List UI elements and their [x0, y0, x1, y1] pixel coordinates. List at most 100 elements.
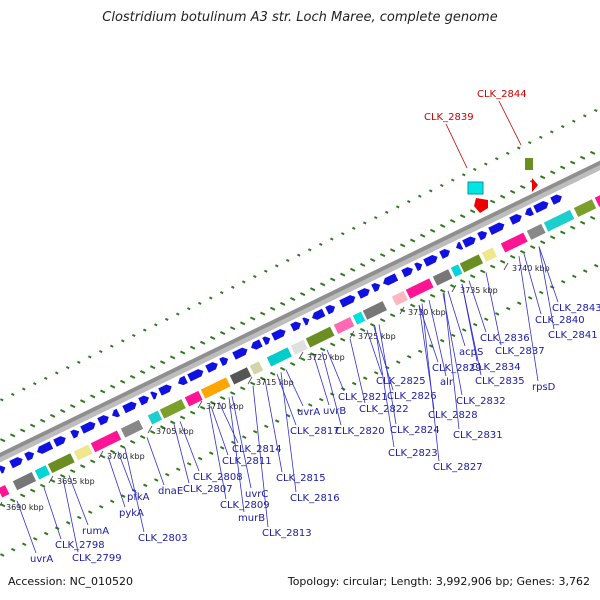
dot-mark — [469, 209, 476, 214]
gene-leader-line — [523, 253, 542, 315]
dot-mark — [561, 124, 565, 129]
gene-leader-line — [461, 283, 482, 376]
gene-leader-line — [447, 290, 466, 347]
dot-mark — [220, 446, 225, 450]
dot-mark — [594, 108, 598, 113]
dot-mark — [98, 349, 103, 354]
gene-leader-line — [443, 292, 460, 430]
dot-mark — [580, 155, 586, 160]
dot-mark — [252, 429, 258, 434]
dot-mark — [149, 365, 156, 370]
dot-mark — [229, 326, 236, 331]
gene-block — [333, 316, 355, 334]
dot-mark — [250, 316, 256, 321]
gene-leader-line — [62, 478, 79, 553]
gene-label: dnaE — [158, 486, 183, 497]
dot-mark — [208, 451, 214, 455]
kbp-tick-mark — [298, 351, 304, 360]
dot-mark — [54, 371, 59, 375]
gene-arrow — [339, 295, 356, 308]
dot-mark — [165, 472, 170, 477]
dot-mark — [583, 269, 588, 273]
dot-mark — [110, 384, 116, 389]
dot-mark — [198, 301, 202, 305]
dot-mark — [132, 333, 136, 338]
gene-label: pfkA — [127, 492, 150, 503]
kbp-tick-label: 3700 kbp — [107, 452, 145, 461]
gene-label: CLK_2798 — [55, 540, 105, 551]
dot-mark — [99, 389, 106, 394]
dot-mark — [0, 438, 6, 443]
dot-mark — [389, 313, 396, 318]
dot-mark — [10, 433, 16, 438]
gene-arrow — [112, 408, 121, 418]
gene-label: CLK_2803 — [138, 533, 188, 544]
dot-mark — [190, 345, 196, 350]
dot-mark — [590, 150, 596, 155]
gene-track-lower — [0, 192, 600, 498]
dot-mark — [199, 340, 206, 345]
gene-arrow — [70, 429, 80, 439]
dot-mark — [570, 225, 576, 230]
dot-mark — [349, 267, 356, 272]
dot-mark — [460, 279, 466, 284]
dot-mark — [418, 349, 423, 354]
dot-mark — [374, 371, 379, 375]
kbp-tick-label: 3710 kbp — [206, 402, 244, 411]
gene-leader-line — [146, 437, 165, 486]
dot-mark — [0, 398, 4, 402]
dot-mark — [286, 258, 290, 263]
gene-leader-line — [43, 487, 62, 540]
accession-text: Accession: NC_010520 — [8, 575, 134, 588]
dot-mark — [396, 205, 400, 209]
highlighted-genes: CLK_2839 CLK_2844 — [424, 89, 538, 213]
dot-mark — [139, 435, 146, 440]
dot-mark — [143, 483, 148, 488]
dot-mark — [269, 306, 276, 311]
gene-label: CLK_2835 — [475, 376, 525, 387]
gene-block — [500, 232, 528, 253]
dot-mark — [259, 311, 266, 316]
dot-mark — [299, 357, 306, 362]
dot-mark — [0, 553, 5, 557]
dot-mark — [69, 469, 76, 474]
gene-block — [459, 254, 484, 273]
gene-arrow — [122, 401, 137, 414]
dot-mark — [330, 392, 335, 397]
dot-mark — [39, 483, 46, 488]
dot-mark — [309, 352, 316, 357]
kbp-tick-mark — [399, 306, 405, 315]
dot-mark — [176, 312, 180, 316]
gene-leader-line — [326, 349, 345, 392]
gene-label: CLK_2813 — [262, 528, 312, 539]
gene-labels: uvrACLK_2798CLK_2799rumApykApfkACLK_2803… — [16, 246, 600, 565]
dot-mark — [399, 308, 406, 313]
dot-mark — [484, 162, 488, 166]
dot-mark — [520, 249, 526, 254]
dot-mark — [30, 423, 36, 428]
gene-block — [391, 290, 408, 306]
dot-mark — [341, 232, 345, 236]
dot-mark — [520, 184, 526, 189]
dot-mark — [230, 440, 236, 445]
dot-mark — [363, 221, 367, 225]
kbp-tick-mark — [503, 262, 509, 271]
dot-mark — [349, 332, 356, 337]
dot-mark — [299, 292, 306, 297]
gene-arrow — [477, 230, 488, 241]
dot-mark — [76, 360, 81, 364]
gene-arrow — [53, 436, 66, 447]
gene-arrow — [219, 357, 229, 366]
dot-mark — [580, 220, 586, 225]
dot-mark — [407, 199, 411, 204]
dot-mark — [517, 301, 522, 305]
gene-arrow — [262, 336, 271, 346]
gene-arrow — [138, 395, 149, 406]
dot-mark — [409, 238, 416, 243]
gene-arrow — [357, 288, 370, 299]
gene-leader-line — [208, 407, 227, 500]
gene-arrow — [9, 457, 23, 469]
dot-mark — [385, 210, 389, 214]
gene-leader-line — [485, 272, 502, 346]
dot-mark — [429, 344, 434, 348]
